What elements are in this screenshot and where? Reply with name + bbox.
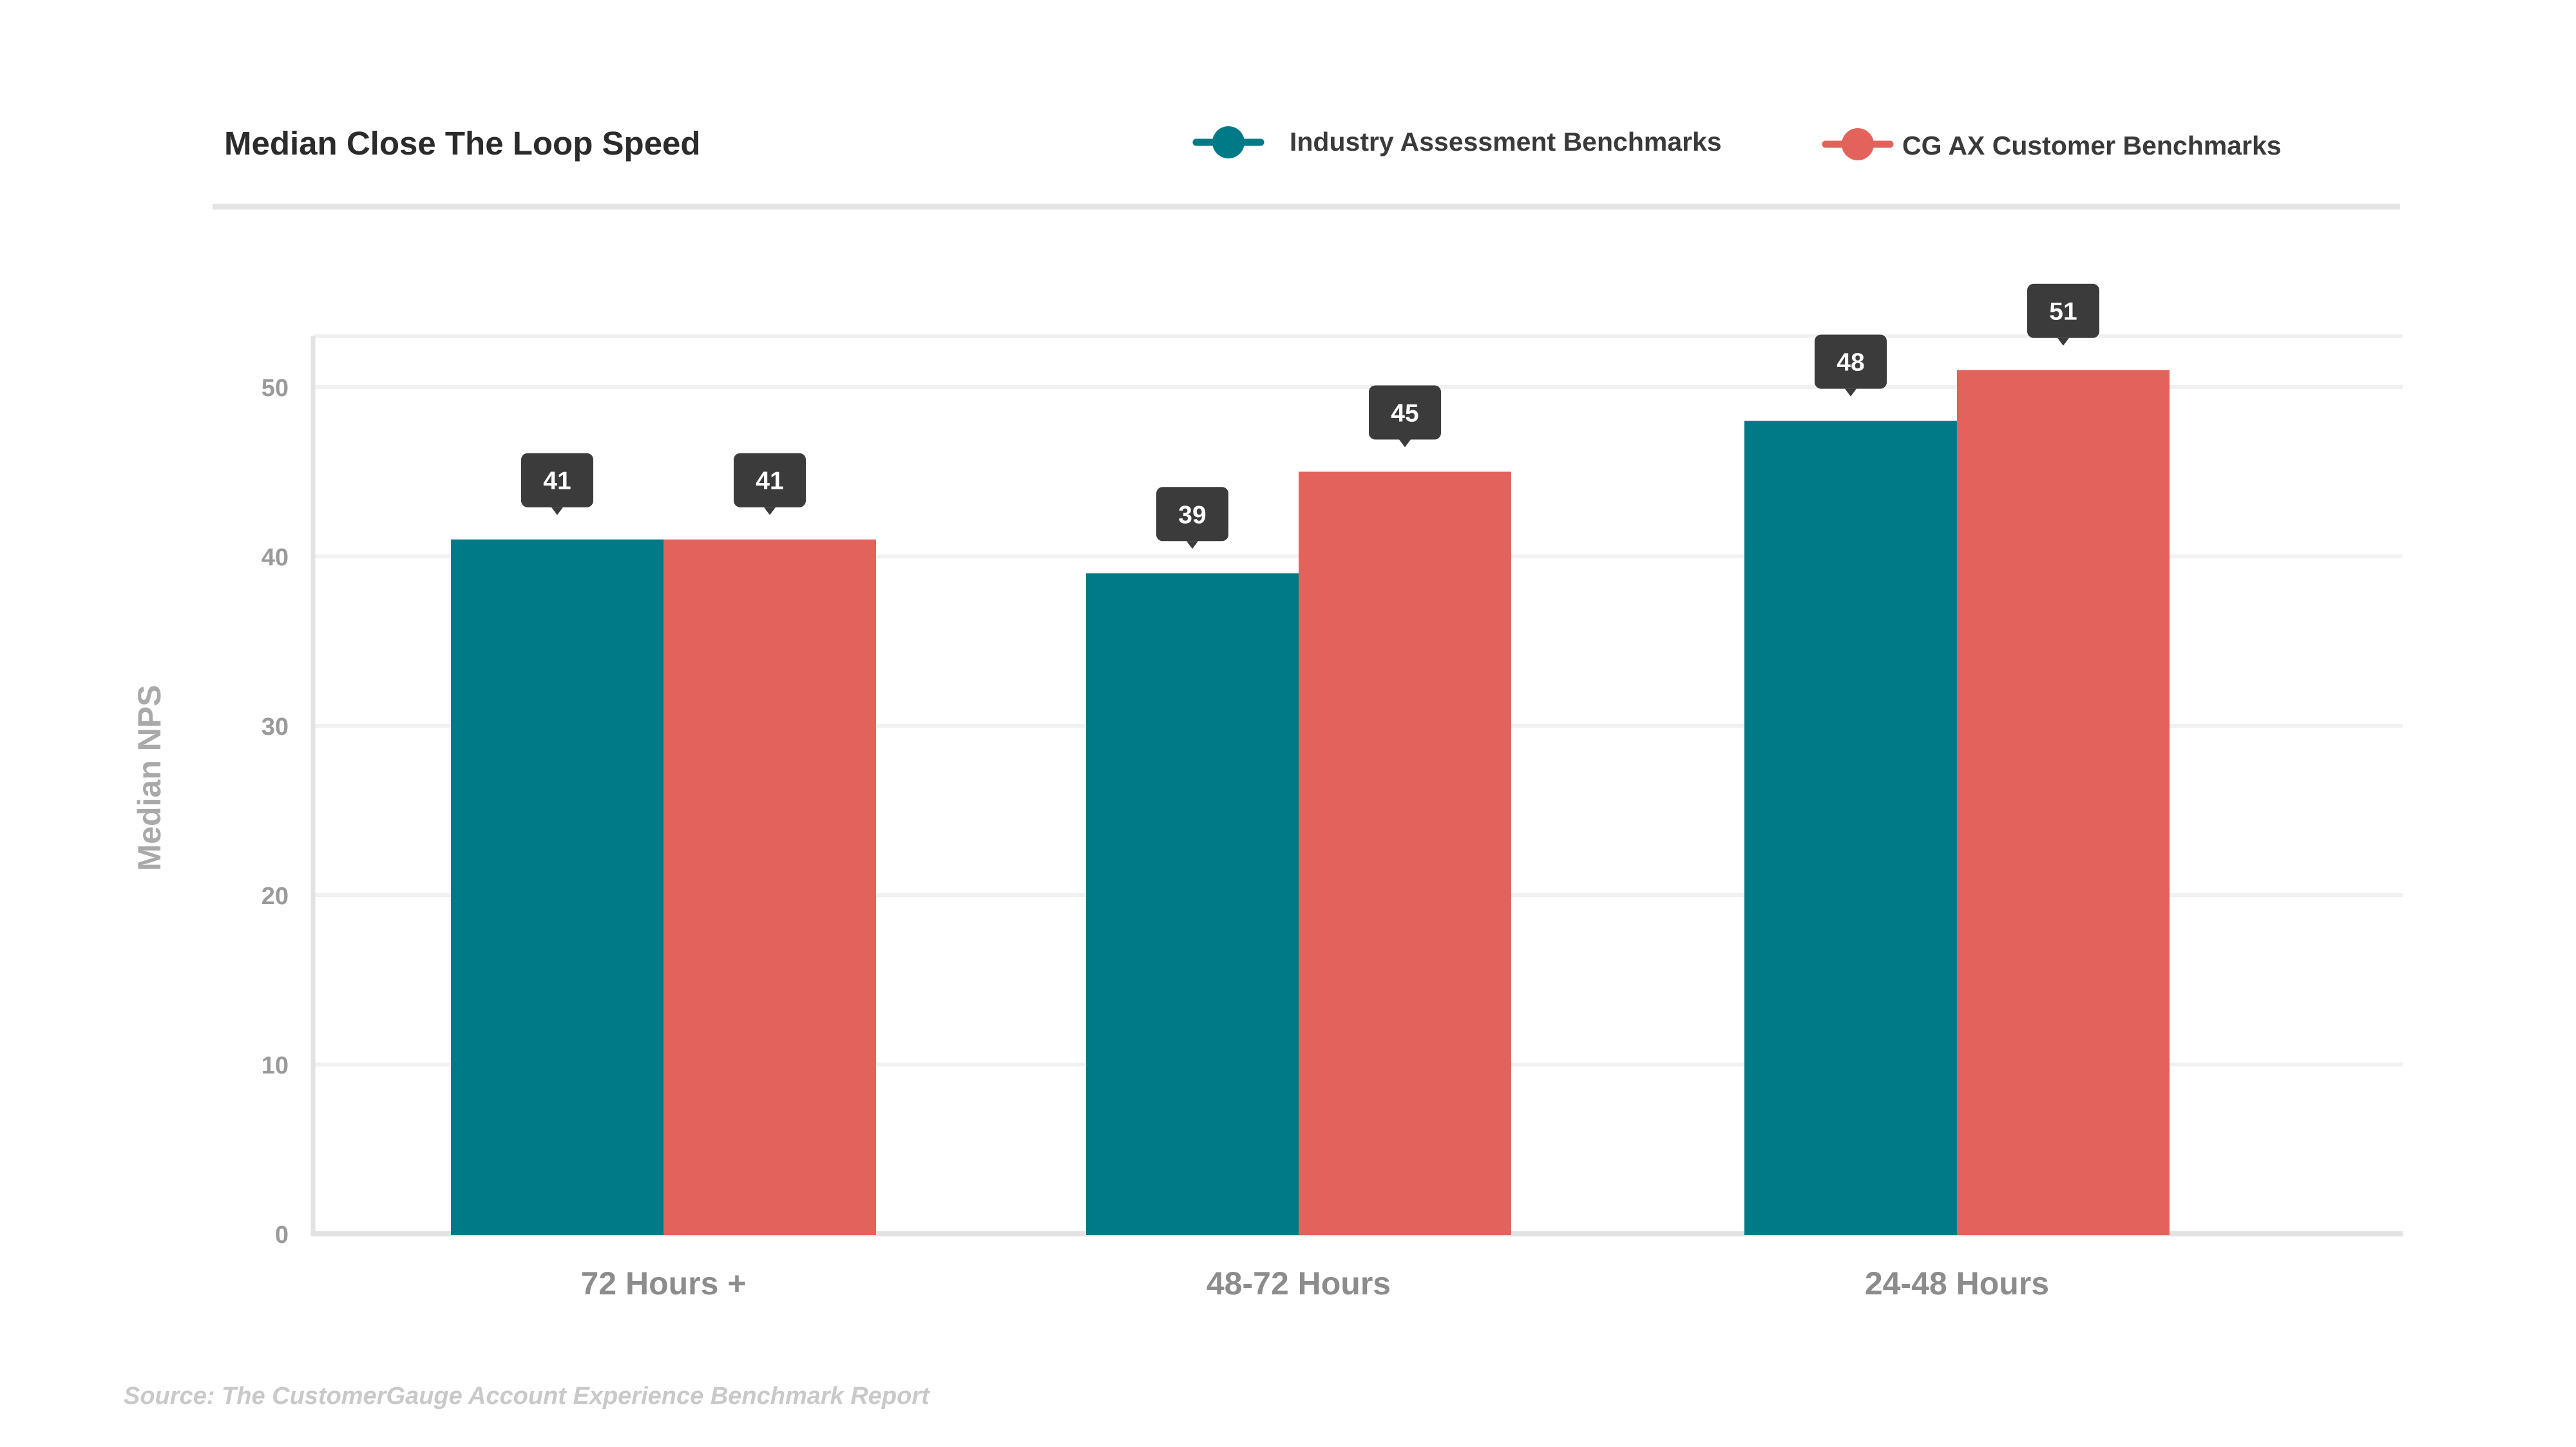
y-axis-ticks: 0 10 20 30 40 50 bbox=[262, 375, 289, 1249]
data-label-pointer bbox=[1187, 541, 1198, 549]
legend-item-industry: Industry Assessment Benchmarks bbox=[1192, 126, 1722, 158]
data-label-pointer bbox=[551, 507, 563, 515]
data-label-cg-ax-2: 45 bbox=[1369, 385, 1441, 448]
y-tick-label-10: 10 bbox=[262, 1052, 289, 1079]
data-label-box bbox=[1369, 385, 1441, 440]
legend-swatch-industry-dot bbox=[1212, 126, 1245, 158]
data-label-value: 45 bbox=[1391, 400, 1418, 428]
data-label-pointer bbox=[1845, 388, 1856, 397]
bar-cg-ax-3 bbox=[1957, 370, 2170, 1236]
source-note: Source: The CustomerGauge Account Experi… bbox=[124, 1383, 930, 1410]
data-label-value: 41 bbox=[756, 468, 783, 495]
data-label-cg-ax-3: 51 bbox=[2027, 283, 2099, 346]
y-tick-label-20: 20 bbox=[262, 883, 289, 910]
data-label-box bbox=[1156, 487, 1228, 542]
y-tick-label-30: 30 bbox=[262, 714, 289, 741]
x-category-label-2: 48-72 Hours bbox=[1207, 1265, 1391, 1301]
data-label-pointer bbox=[2057, 337, 2069, 346]
data-label-box bbox=[734, 453, 806, 507]
legend-swatch-cg-ax-dot bbox=[1842, 128, 1874, 160]
data-label-industry-3: 48 bbox=[1815, 334, 1887, 397]
data-label-industry-1: 41 bbox=[521, 453, 593, 515]
bar-industry-1 bbox=[451, 539, 663, 1236]
y-tick-label-0: 0 bbox=[275, 1222, 289, 1249]
bar-cg-ax-1 bbox=[663, 539, 876, 1236]
y-axis-title: Median NPS bbox=[131, 685, 167, 871]
legend-label-industry: Industry Assessment Benchmarks bbox=[1290, 127, 1722, 156]
y-tick-label-50: 50 bbox=[262, 375, 289, 402]
data-label-value: 41 bbox=[543, 468, 571, 495]
data-label-box bbox=[1815, 334, 1887, 389]
legend-label-cg-ax: CG AX Customer Benchmarks bbox=[1902, 131, 2282, 160]
legend: Industry Assessment Benchmarks CG AX Cus… bbox=[1192, 126, 2282, 160]
x-category-label-3: 24-48 Hours bbox=[1865, 1265, 2049, 1301]
bars bbox=[451, 370, 2170, 1236]
data-label-pointer bbox=[1399, 439, 1411, 448]
legend-item-cg-ax: CG AX Customer Benchmarks bbox=[1822, 128, 2282, 160]
data-label-value: 48 bbox=[1837, 349, 1864, 377]
data-label-box bbox=[2027, 283, 2099, 338]
data-labels: 41 41 39 45 48 51 bbox=[521, 283, 2099, 549]
bar-industry-2 bbox=[1086, 573, 1299, 1235]
data-label-cg-ax-1: 41 bbox=[734, 453, 806, 515]
data-label-pointer bbox=[764, 507, 776, 515]
x-category-label-1: 72 Hours + bbox=[580, 1265, 746, 1301]
bar-industry-3 bbox=[1744, 421, 1957, 1235]
bar-cg-ax-2 bbox=[1299, 471, 1511, 1235]
data-label-box bbox=[521, 453, 593, 507]
data-label-industry-2: 39 bbox=[1156, 487, 1228, 549]
x-axis-categories: 72 Hours + 48-72 Hours 24-48 Hours bbox=[580, 1265, 2049, 1301]
y-tick-label-40: 40 bbox=[262, 544, 289, 571]
data-label-value: 51 bbox=[2049, 298, 2077, 326]
chart-title: Median Close The Loop Speed bbox=[224, 125, 701, 162]
data-label-value: 39 bbox=[1178, 501, 1206, 529]
